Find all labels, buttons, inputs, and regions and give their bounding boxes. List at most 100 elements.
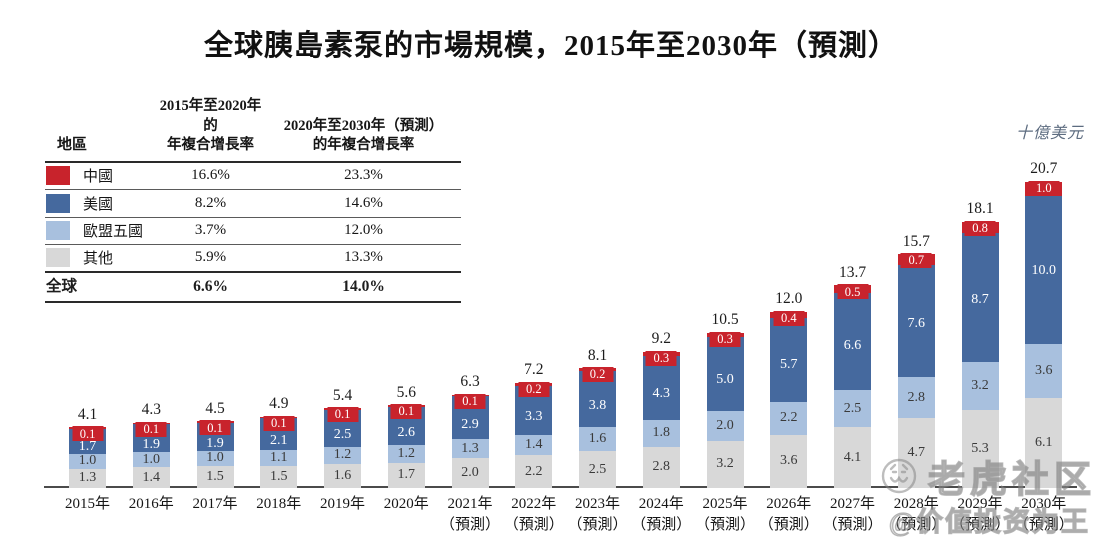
cagr-value: 14.6% [344, 194, 383, 211]
bar-segment-美國: 10.0 [1025, 196, 1063, 345]
bar-segment-其他: 2.5 [579, 451, 616, 488]
x-tick-forecast: （預測） [822, 517, 883, 533]
x-tick-forecast: （預測） [1013, 517, 1074, 533]
x-tick-label: 2021年 （預測） [427, 494, 513, 536]
x-tick-year: 2022年 [511, 496, 557, 512]
segment-value-label: 1.9 [206, 436, 224, 451]
table-header-row: 地區 2015年至2020年的 年複合增長率 2020年至2030年（預測） 的… [45, 97, 461, 163]
x-tick-forecast: （預測） [503, 517, 564, 533]
tiger-community-logo-icon [881, 458, 917, 494]
china-value-badge: 0.1 [199, 420, 231, 436]
cagr-value: 12.0% [344, 222, 383, 239]
segment-value-label: 2.2 [780, 410, 798, 426]
cagr-value: 6.6% [193, 277, 228, 295]
cagr-table: 地區 2015年至2020年的 年複合增長率 2020年至2030年（預測） 的… [45, 97, 461, 303]
segment-value-label: 1.4 [525, 437, 543, 453]
bar-segment-歐盟五國: 1.0 [69, 454, 106, 469]
bar-segment-歐盟五國: 3.2 [961, 362, 999, 410]
bar-segment-美國: 5.0 [706, 337, 744, 412]
cagr-value: 16.6% [191, 167, 230, 184]
x-tick-label: 2015年 [45, 494, 131, 515]
segment-value-label: 2.5 [843, 400, 862, 416]
bar-total-label: 9.2 [651, 330, 671, 348]
segment-value-label: 1.6 [333, 468, 352, 484]
china-value-badge: 0.1 [72, 426, 103, 442]
x-tick-year: 2029年 [957, 496, 1003, 512]
china-value-badge: 0.2 [582, 367, 613, 383]
segment-value-label: 2.9 [461, 416, 479, 432]
cagr-value: 3.7% [194, 222, 227, 239]
x-tick-year: 2025年 [702, 496, 748, 512]
segment-value-label: 3.6 [780, 453, 798, 469]
x-tick-year: 2018年 [256, 496, 302, 512]
bar-total-label: 4.9 [269, 395, 289, 413]
region-cell: 美國 [45, 193, 155, 214]
bar-segment-其他: 1.5 [260, 465, 298, 488]
segment-value-label: 1.1 [270, 449, 288, 465]
bar-total-label: 18.1 [966, 200, 994, 218]
bar-2023年: 2.5 1.6 3.8 0.2 8.1 [579, 348, 616, 488]
x-tick-year: 2020年 [383, 496, 429, 512]
bar-total-label: 20.7 [1030, 160, 1058, 178]
bar-segment-歐盟五國: 2.0 [706, 411, 744, 441]
bar-total-label: 8.1 [587, 346, 608, 364]
segment-value-label: 4.1 [843, 449, 862, 465]
segment-value-label: 2.8 [652, 459, 671, 475]
x-tick-label: 2017年 [172, 494, 258, 515]
bar-segment-歐盟五國: 1.2 [324, 446, 361, 465]
bar-segment-其他: 4.1 [834, 427, 871, 488]
x-tick-label: 2024年 （預測） [618, 494, 704, 536]
segment-value-label: 5.3 [971, 440, 989, 456]
region-label: 歐盟五國 [83, 224, 144, 241]
bar-segment-美國: 5.7 [770, 317, 808, 403]
table-row-eu5: 歐盟五國 3.7% 12.0% [45, 218, 461, 246]
x-tick-label: 2026年 （預測） [746, 494, 832, 536]
bar-segment-其他: 6.1 [1025, 397, 1063, 488]
region-label: 中國 [83, 169, 114, 186]
bar-segment-歐盟五國: 1.8 [642, 419, 680, 447]
segment-value-label: 5.0 [716, 371, 734, 387]
bar-2030年: 6.1 3.6 10.0 1.0 20.7 [1025, 161, 1063, 488]
x-tick-label: 2019年 [300, 494, 386, 515]
x-tick-year: 2015年 [64, 496, 110, 512]
bar-total-label: 5.6 [396, 383, 416, 401]
x-tick-year: 2027年 [829, 496, 875, 512]
table-row-usa: 美國 8.2% 14.6% [45, 190, 461, 218]
legend-swatch-others-icon [46, 248, 70, 268]
x-tick-label: 2028年 （預測） [873, 494, 959, 536]
segment-value-label: 8.7 [971, 291, 989, 307]
segment-value-label: 1.5 [206, 468, 224, 484]
region-label: 全球 [46, 277, 78, 295]
x-tick-year: 2017年 [192, 496, 238, 512]
china-value-badge: 0.4 [773, 310, 805, 326]
segment-value-label: 4.3 [652, 385, 671, 401]
bar-total-label: 12.0 [775, 290, 803, 308]
segment-value-label: 1.5 [270, 468, 288, 484]
bar-total-label: 4.1 [77, 405, 98, 423]
x-tick-label: 2016年 [108, 494, 194, 515]
china-value-badge: 0.2 [518, 381, 550, 397]
legend-swatch-usa-icon [46, 193, 70, 213]
x-tick-label: 2030年 （預測） [1001, 494, 1087, 536]
bar-total-label: 10.5 [711, 311, 739, 329]
bar-segment-其他: 5.3 [961, 409, 999, 488]
header-cagr-2020-2030: 2020年至2030年（預測） 的年複合增長率 [283, 117, 444, 154]
x-tick-label: 2022年 （預測） [491, 494, 577, 536]
watermark-handle-text: @价值投资为王 [888, 506, 1090, 537]
segment-value-label: 2.5 [333, 427, 352, 443]
bar-total-label: 13.7 [838, 263, 867, 281]
segment-value-label: 1.9 [142, 437, 161, 453]
x-tick-forecast: （預測） [694, 517, 755, 533]
bar-segment-歐盟五國: 3.6 [1025, 344, 1063, 398]
segment-value-label: 7.6 [907, 315, 926, 331]
china-value-badge: 0.1 [390, 404, 422, 420]
bar-segment-其他: 2.2 [515, 455, 553, 488]
x-axis-line [44, 486, 1077, 488]
china-value-badge: 0.1 [454, 393, 486, 409]
bar-segment-美國: 7.6 [897, 264, 935, 377]
segment-value-label: 2.0 [461, 465, 479, 481]
bar-2017年: 1.5 1.0 1.9 0.1 4.5 [196, 401, 234, 488]
bar-segment-歐盟五國: 1.0 [132, 452, 170, 468]
